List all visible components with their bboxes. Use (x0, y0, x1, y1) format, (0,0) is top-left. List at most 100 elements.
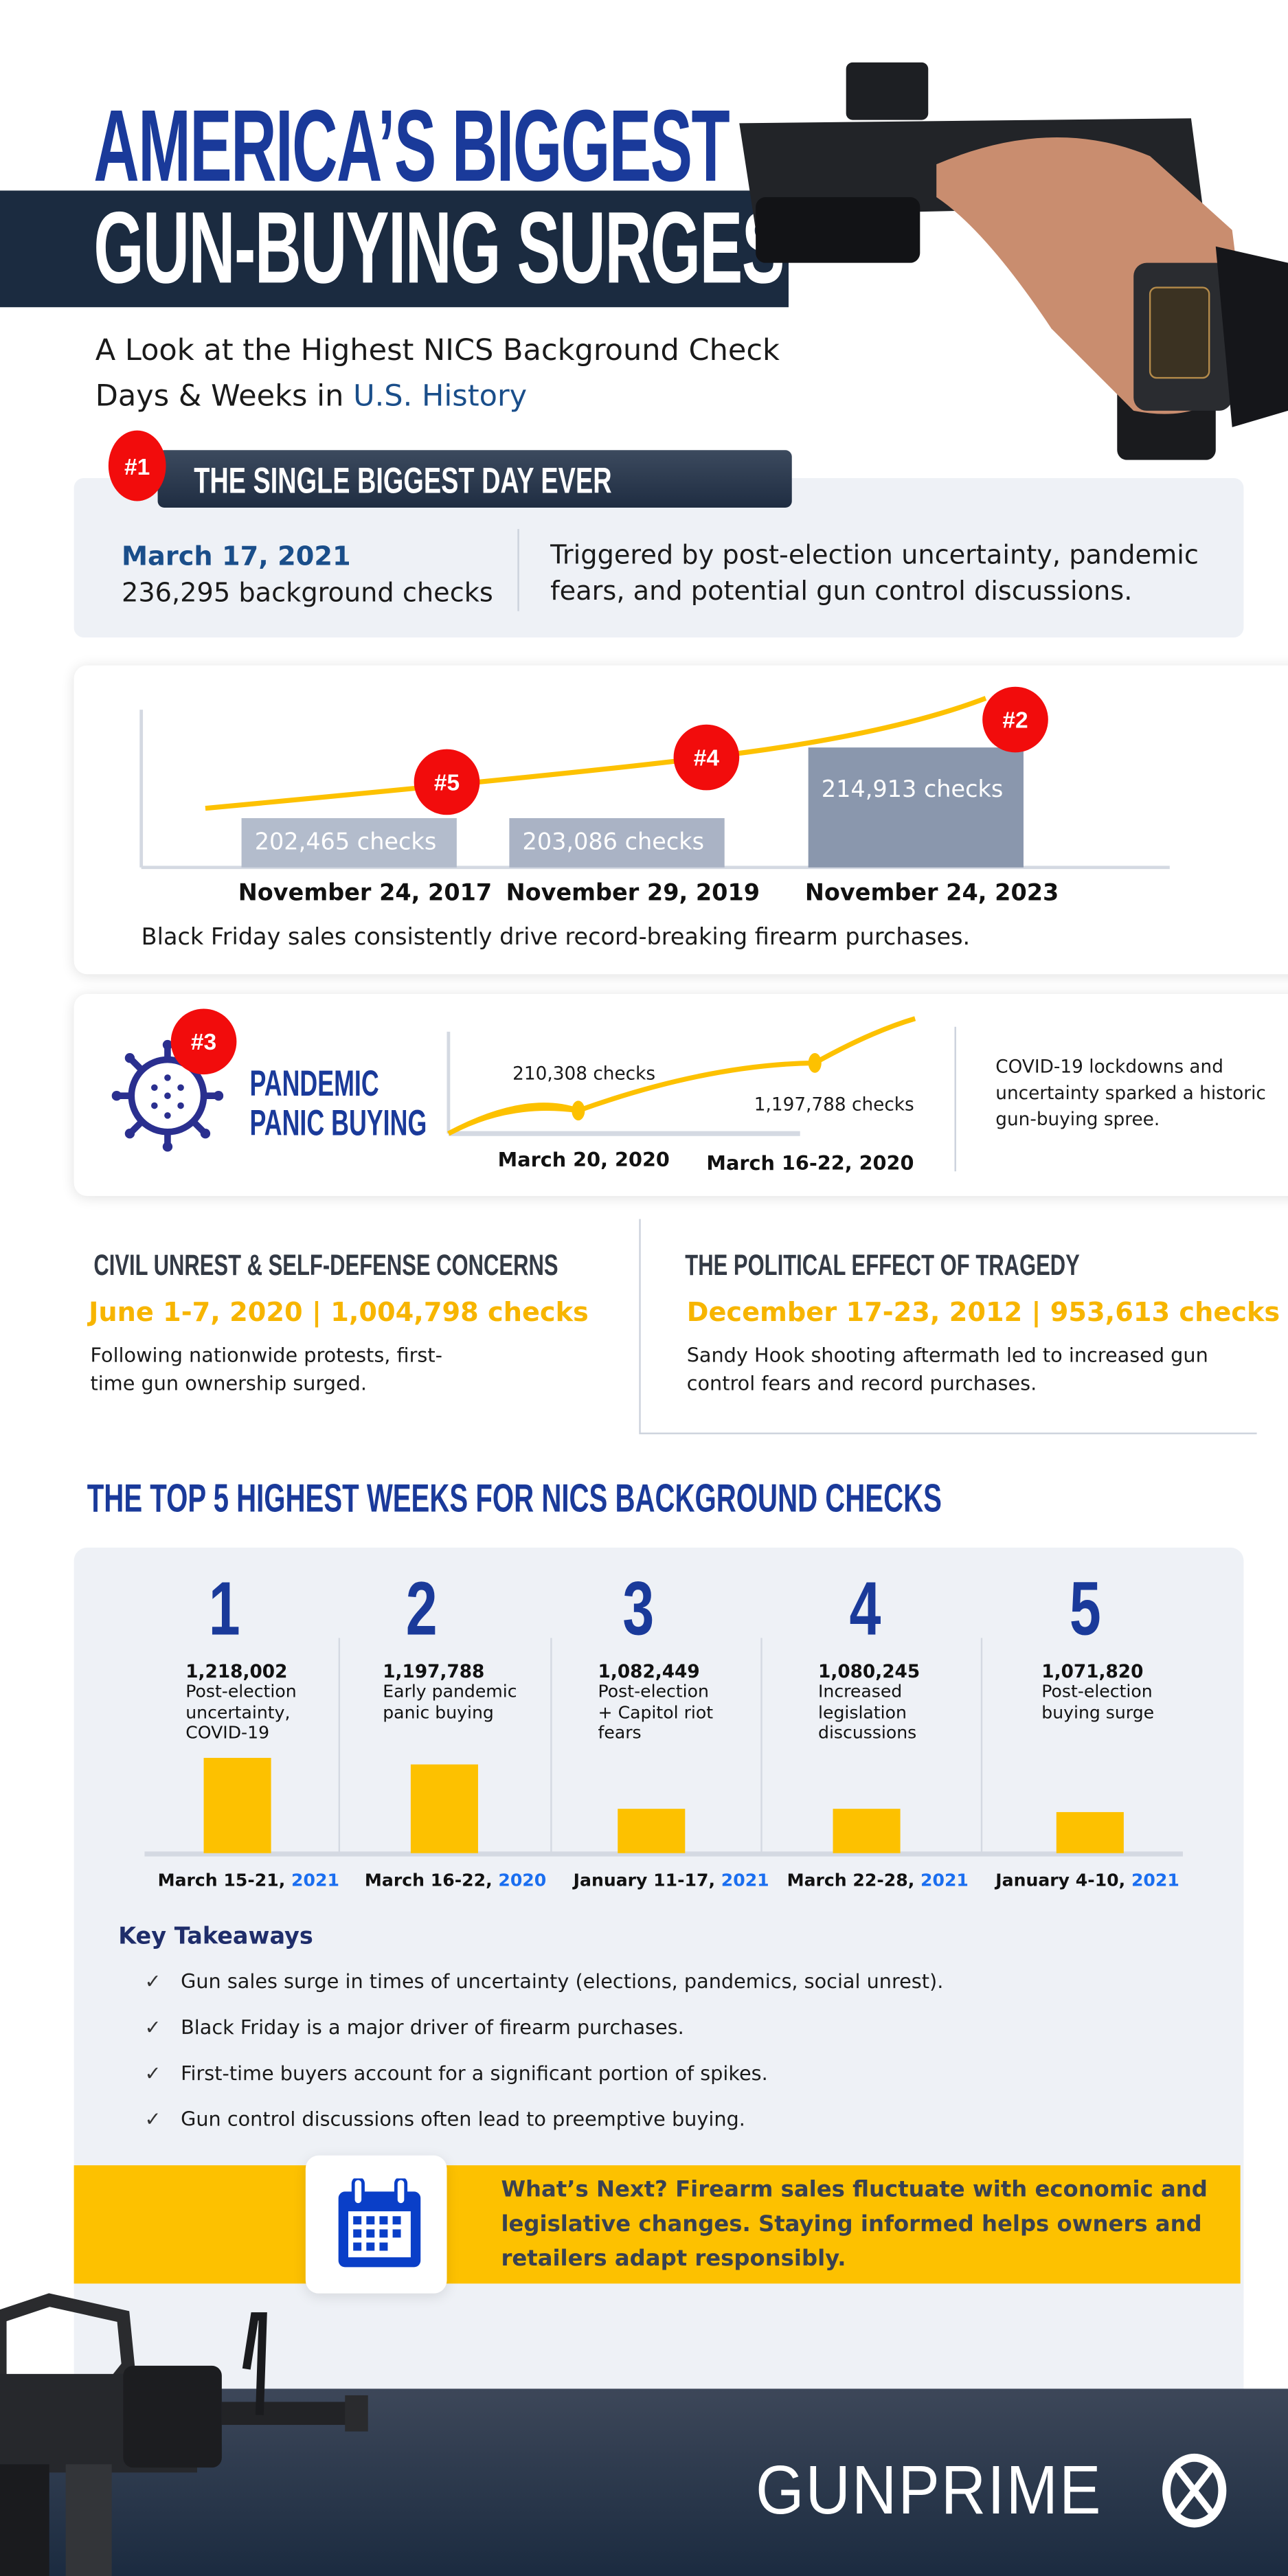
whats-next-line-3: retailers adapt responsibly. (501, 2246, 846, 2272)
week-bar (618, 1808, 686, 1853)
week-description: COVID-19 (185, 1723, 270, 1743)
political-heading: THE POLITICAL EFFECT OF TRAGEDY (685, 1248, 1080, 1282)
divider (954, 1026, 956, 1172)
takeaway-item: Black Friday is a major driver of firear… (181, 2015, 684, 2039)
takeaways-heading: Key Takeaways (118, 1923, 313, 1950)
week-description: Post-election (185, 1682, 297, 1702)
political-text-2: control fears and record purchases. (686, 1371, 1037, 1395)
takeaway-item: First-time buyers account for a signific… (181, 2061, 768, 2085)
check-icon: ✓ (144, 2015, 161, 2039)
week-description: discussions (818, 1723, 917, 1743)
week-bar (833, 1809, 901, 1853)
civil-unrest-text-1: Following nationwide protests, first- (90, 1344, 442, 1367)
subtitle-line-1: A Look at the Highest NICS Background Ch… (95, 333, 780, 368)
political-text-1: Sandy Hook shooting aftermath led to inc… (686, 1344, 1208, 1367)
logo-text: GUNPRIME (756, 2451, 1103, 2529)
rank-badge: #2 (982, 686, 1048, 753)
week-description: legislation (818, 1702, 907, 1723)
week-date: January 4-10, 2021 (995, 1871, 1179, 1891)
bar-label: 214,913 checks (821, 778, 1004, 804)
week-date: March 22-28, 2021 (787, 1871, 969, 1891)
takeaway-item: Gun sales surge in times of uncertainty … (181, 1969, 944, 1993)
week-description: Post-election (598, 1682, 709, 1702)
pandemic-title-2: PANIC BUYING (249, 1102, 427, 1144)
whats-next-banner (74, 2165, 1241, 2284)
bar-1 (241, 818, 457, 868)
biggest-day-heading-bar (157, 450, 792, 508)
week-description: fears (598, 1723, 642, 1743)
black-friday-caption: Black Friday sales consistently drive re… (141, 925, 971, 951)
political-stat: December 17-23, 2012 | 953,613 checks (686, 1296, 1280, 1328)
week-value: 1,082,449 (598, 1660, 700, 1682)
subtitle-line-2: Days & Weeks in U.S. History (95, 379, 527, 414)
column-divider (338, 1638, 341, 1853)
bar-label: 203,086 checks (522, 829, 705, 857)
pandemic-card (74, 993, 1288, 1197)
civil-unrest-heading: CIVIL UNREST & SELF-DEFENSE CONCERNS (93, 1248, 558, 1282)
rank-number: 4 (849, 1566, 881, 1651)
data-point-2 (808, 1053, 822, 1073)
divider (517, 529, 519, 611)
week-description: panic buying (383, 1702, 494, 1723)
week-bar (203, 1757, 271, 1853)
check-icon: ✓ (144, 2061, 161, 2085)
week-bar (410, 1765, 478, 1853)
civil-unrest-stat: June 1-7, 2020 | 1,004,798 checks (89, 1296, 589, 1328)
date-1: March 20, 2020 (497, 1148, 670, 1172)
pandemic-description-2: uncertainty sparked a historic (995, 1083, 1266, 1105)
rifle-image (0, 2293, 368, 2576)
section-divider (639, 1432, 1257, 1434)
week-bar (1056, 1811, 1124, 1853)
pandemic-chart (447, 1016, 916, 1136)
week-description: buying surge (1041, 1702, 1155, 1723)
data-point-1 (572, 1100, 585, 1121)
column-divider (550, 1638, 552, 1853)
pistol-in-hand-image (739, 62, 1288, 460)
date-2: March 16-22, 2020 (706, 1151, 914, 1175)
title-line-1: AMERICA’S BIGGEST (93, 90, 730, 204)
bar-2 (509, 818, 725, 868)
title-band (0, 190, 789, 308)
trend-line (447, 1016, 916, 1136)
black-friday-chart (139, 696, 1170, 870)
week-description: Early pandemic (383, 1682, 517, 1702)
pandemic-description-3: gun-buying spree. (995, 1109, 1160, 1131)
week-value: 1,197,788 (383, 1660, 485, 1682)
rank-number: 2 (405, 1566, 438, 1651)
pandemic-title-1: PANDEMIC (249, 1063, 379, 1105)
week-value: 1,071,820 (1041, 1660, 1144, 1682)
subtitle-prefix: Days & Weeks in (95, 379, 354, 414)
point-2-label: 1,197,788 checks (754, 1094, 914, 1116)
week-value: 1,218,002 (185, 1660, 288, 1682)
column-divider (639, 1219, 641, 1433)
civil-unrest-text-2: time gun ownership surged. (90, 1371, 367, 1395)
crosshair-logo-icon (1162, 2453, 1227, 2528)
bar-date: November 24, 2017 (238, 880, 493, 907)
top5-heading: THE TOP 5 HIGHEST WEEKS FOR NICS BACKGRO… (87, 1477, 942, 1522)
whats-next-line-2: legislative changes. Staying informed he… (501, 2211, 1202, 2238)
point-1-label: 210,308 checks (512, 1063, 656, 1085)
biggest-day-heading: THE SINGLE BIGGEST DAY EVER (194, 460, 612, 501)
week-value: 1,080,245 (818, 1660, 920, 1682)
rank-badge: #5 (414, 749, 480, 815)
biggest-day-description-1: Triggered by post-election uncertainty, … (550, 539, 1199, 570)
check-icon: ✓ (144, 1969, 161, 1993)
week-date: March 16-22, 2020 (364, 1871, 547, 1891)
takeaway-item: Gun control discussions often lead to pr… (181, 2108, 745, 2131)
whats-next-line-1: What’s Next? Firearm sales fluctuate wit… (501, 2176, 1208, 2204)
rank-number: 3 (622, 1566, 655, 1651)
rank-badge-3: #3 (170, 1008, 237, 1075)
week-description: Post-election (1041, 1682, 1153, 1702)
week-description: + Capitol riot (598, 1702, 714, 1723)
rank-badge: #4 (673, 724, 740, 791)
calendar-icon (338, 2178, 421, 2268)
pandemic-description-1: COVID-19 lockdowns and (995, 1056, 1223, 1078)
bar-date: November 29, 2019 (506, 880, 760, 907)
check-icon: ✓ (144, 2108, 161, 2131)
bar-label: 202,465 checks (254, 829, 437, 857)
rank-badge-1: #1 (108, 430, 166, 501)
bar-date: November 24, 2023 (804, 880, 1059, 907)
biggest-day-date: March 17, 2021 (121, 540, 351, 572)
week-date: March 15-21, 2021 (157, 1871, 339, 1891)
